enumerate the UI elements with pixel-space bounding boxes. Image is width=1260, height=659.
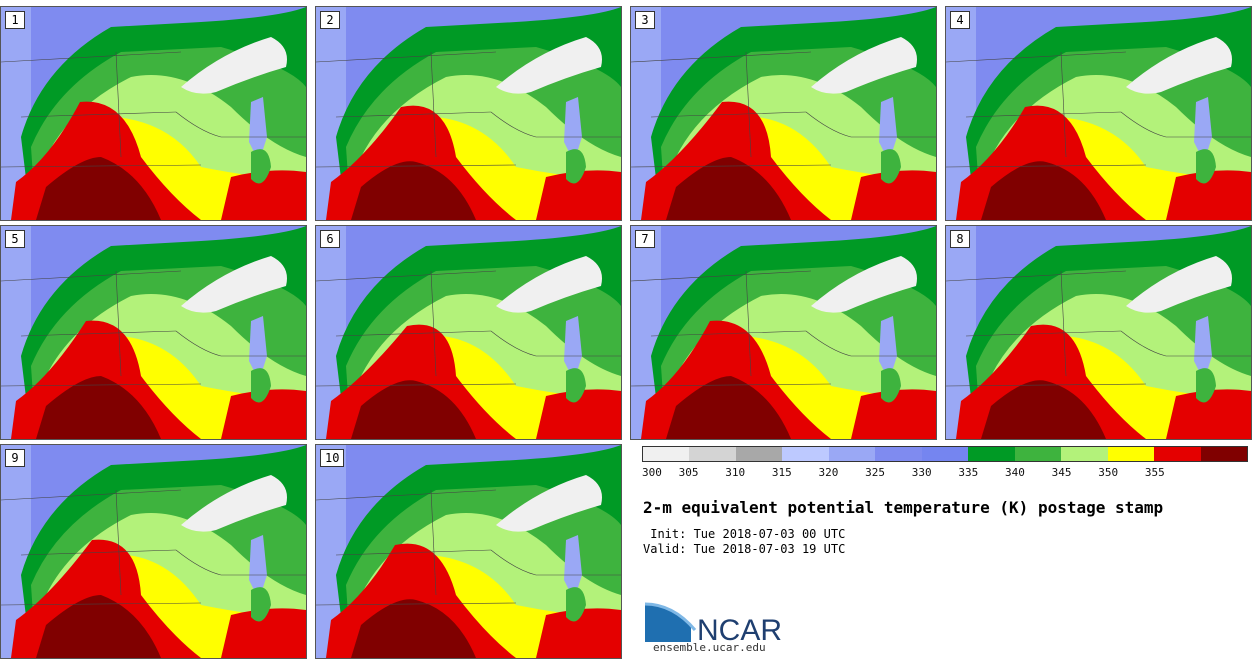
colorbar-tick-label: 345: [1051, 466, 1072, 479]
stamp-member-label: 1: [5, 11, 25, 29]
colorbar-segment: [921, 447, 969, 461]
colorbar-tick-labels: 300 305 310 315 320 325 330 335 340 345 350 355: [642, 466, 1248, 482]
colorbar-tick-label: 325: [865, 466, 885, 479]
stamp-member-label: 8: [950, 230, 970, 248]
stamp-panel: 7: [630, 225, 937, 440]
colorbar-tick-label: 355: [1144, 466, 1165, 479]
colorbar-tick-label: 310: [725, 466, 746, 479]
stamp-member-label: 2: [320, 11, 340, 29]
colorbar-segment: [782, 447, 829, 461]
stamp-panel: 8: [945, 225, 1252, 440]
colorbar-segment: [643, 447, 690, 461]
colorbar-segment: [1200, 447, 1248, 461]
colorbar-tick-label: 300: [642, 466, 662, 479]
colorbar-segment: [1107, 447, 1155, 461]
colorbar-segment: [968, 447, 1015, 461]
init-time: Init: Tue 2018-07-03 00 UTC: [643, 527, 846, 541]
stamp-member-label: 3: [635, 11, 655, 29]
stamp-panel: 9: [0, 444, 307, 659]
colorbar-segment: [875, 447, 922, 461]
stamp-panel: 1: [0, 6, 307, 221]
theta-e-map: [1, 445, 306, 658]
colorbar-segment: [1154, 447, 1201, 461]
colorbar-tick-label: 335: [958, 466, 979, 479]
colorbar-tick-label: 320: [818, 466, 839, 479]
theta-e-map: [1, 7, 306, 220]
figure-title: 2-m equivalent potential temperature (K)…: [643, 498, 1164, 517]
colorbar-segment: [689, 447, 736, 461]
colorbar-tick-label: 315: [771, 466, 792, 479]
stamp-panel: 4: [945, 6, 1252, 221]
colorbar-tick-label: 305: [678, 466, 699, 479]
stamp-member-label: 9: [5, 449, 25, 467]
theta-e-map: [946, 7, 1251, 220]
stamp-panel: 10: [315, 444, 622, 659]
ensemble-url[interactable]: ensemble.ucar.edu: [653, 641, 766, 654]
stamp-panel: 3: [630, 6, 937, 221]
colorbar-segment: [1061, 447, 1108, 461]
stamp-panel: 5: [0, 225, 307, 440]
colorbar: [642, 446, 1248, 462]
theta-e-map: [1, 226, 306, 439]
colorbar-segment: [828, 447, 876, 461]
stamp-member-label: 5: [5, 230, 25, 248]
stamp-member-label: 6: [320, 230, 340, 248]
colorbar-tick-label: 340: [1004, 466, 1025, 479]
valid-time: Valid: Tue 2018-07-03 19 UTC: [643, 542, 846, 556]
stamp-member-label: 10: [320, 449, 345, 467]
ncar-logo-text: NCAR: [697, 614, 782, 646]
theta-e-map: [316, 7, 621, 220]
theta-e-map: [631, 7, 936, 220]
stamp-member-label: 7: [635, 230, 655, 248]
ncar-logo: NCAR: [644, 602, 782, 646]
ncar-logo-mark: [645, 604, 691, 642]
theta-e-map: [946, 226, 1251, 439]
colorbar-segment: [735, 447, 783, 461]
theta-e-map: [316, 445, 621, 658]
colorbar-tick-label: 330: [911, 466, 932, 479]
colorbar-tick-label: 350: [1098, 466, 1119, 479]
colorbar-segment: [1014, 447, 1062, 461]
stamp-panel: 6: [315, 225, 622, 440]
theta-e-map: [316, 226, 621, 439]
theta-e-map: [631, 226, 936, 439]
stamp-member-label: 4: [950, 11, 970, 29]
stamp-panel: 2: [315, 6, 622, 221]
